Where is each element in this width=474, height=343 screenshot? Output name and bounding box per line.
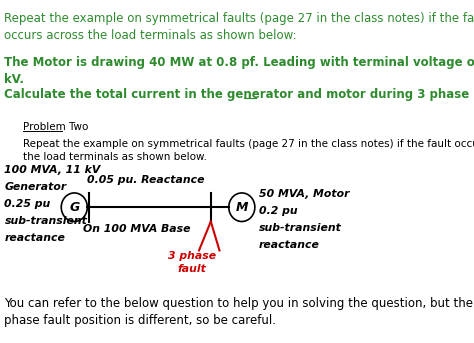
Text: The Motor is drawing 40 MW at 0.8 pf. Leading with terminal voltage of 10.95
kV.: The Motor is drawing 40 MW at 0.8 pf. Le… — [4, 56, 474, 86]
Text: 100 MVA, 11 kV: 100 MVA, 11 kV — [4, 165, 101, 175]
Text: M: M — [236, 201, 248, 214]
Text: Generator: Generator — [4, 182, 67, 192]
Text: On 100 MVA Base: On 100 MVA Base — [82, 224, 190, 234]
Text: Repeat the example on symmetrical faults (page 27 in the class notes) if the fau: Repeat the example on symmetrical faults… — [23, 139, 474, 162]
Text: 0.2 pu: 0.2 pu — [259, 205, 297, 215]
Text: You can refer to the below question to help you in solving the question, but the: You can refer to the below question to h… — [4, 297, 474, 327]
Text: G: G — [69, 201, 80, 214]
Text: sub-transient: sub-transient — [4, 216, 87, 226]
Text: Repeat the example on symmetrical faults (page 27 in the class notes) if the fau: Repeat the example on symmetrical faults… — [4, 12, 474, 42]
Text: 0.05 pu. Reactance: 0.05 pu. Reactance — [87, 175, 204, 185]
Text: Problem Two: Problem Two — [23, 122, 89, 132]
Text: 3 phase
fault: 3 phase fault — [168, 251, 216, 274]
Text: 50 MVA, Motor: 50 MVA, Motor — [259, 189, 349, 199]
Text: 0.25 pu: 0.25 pu — [4, 199, 51, 209]
Text: reactance: reactance — [4, 233, 65, 243]
Text: sub-transient: sub-transient — [259, 223, 341, 233]
Text: reactance: reactance — [259, 239, 319, 250]
Text: Calculate the total current in the generator and motor during 3 phase s.c.: Calculate the total current in the gener… — [4, 88, 474, 101]
